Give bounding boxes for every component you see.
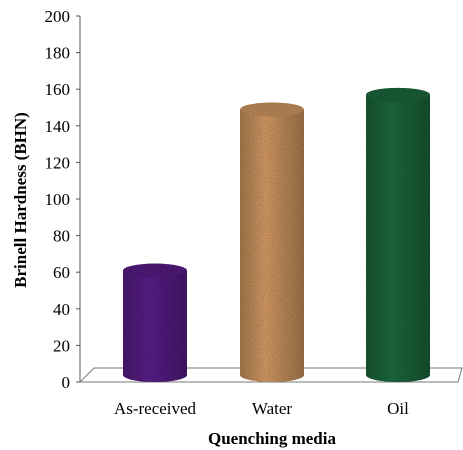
- y-tick-label: 20: [53, 336, 70, 355]
- bar-texture: [240, 109, 304, 382]
- x-category-label: Water: [252, 399, 292, 418]
- bar-oil: [366, 87, 430, 383]
- bar-top-texture: [123, 263, 187, 278]
- bar-top-texture: [366, 87, 430, 102]
- y-tick-label: 0: [62, 373, 71, 392]
- y-tick-label: 200: [45, 7, 71, 26]
- y-tick-label: 60: [53, 263, 70, 282]
- y-tick-label: 80: [53, 227, 70, 246]
- category-labels: As-received Water Oil: [114, 399, 409, 418]
- x-category-label: As-received: [114, 399, 197, 418]
- bar-texture: [366, 94, 430, 383]
- y-tick-label: 180: [45, 44, 71, 63]
- bar-texture: [123, 270, 187, 382]
- y-tick-label: 120: [45, 153, 71, 172]
- bars: [123, 87, 430, 383]
- x-axis-title: Quenching media: [208, 429, 336, 448]
- bar-water: [240, 102, 304, 382]
- bar-top-texture: [240, 102, 304, 117]
- y-tick-label: 140: [45, 117, 71, 136]
- y-axis-title: Brinell Hardness (BHN): [11, 112, 30, 288]
- bar-as-received: [123, 263, 187, 382]
- y-tick-label: 40: [53, 300, 70, 319]
- x-category-label: Oil: [387, 399, 409, 418]
- y-tick-label: 160: [45, 80, 71, 99]
- y-tick-label: 100: [45, 190, 71, 209]
